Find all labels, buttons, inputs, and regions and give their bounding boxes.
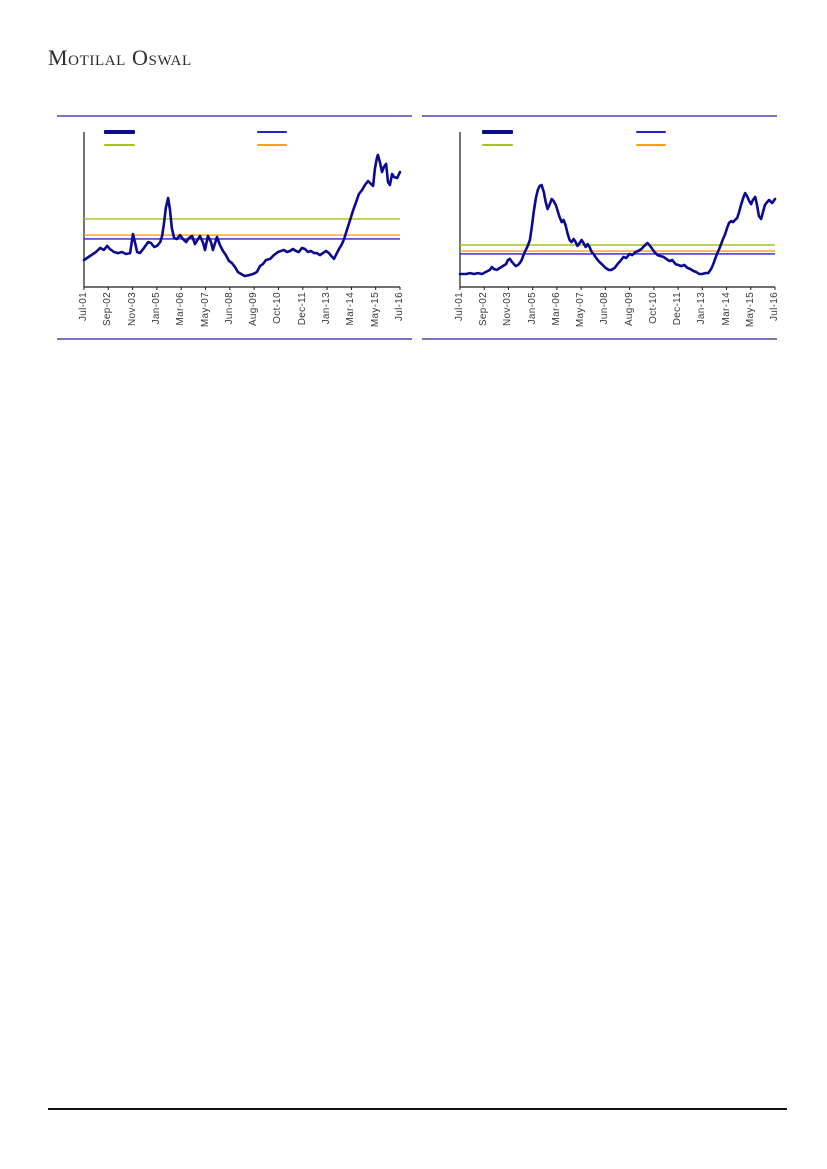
legend-upper-reference-swatch: [104, 144, 135, 146]
x-axis-label: Oct-10: [272, 292, 284, 324]
main-series-line: [458, 183, 777, 276]
x-axis-label: Jan-05: [526, 292, 538, 325]
x-axis-label: May-07: [199, 292, 211, 328]
x-axis-label: Mar-14: [720, 292, 732, 326]
x-axis-label: Sep-02: [102, 292, 114, 327]
x-axis-label: Jan-05: [150, 292, 162, 325]
x-axis-label: Aug-09: [623, 292, 635, 327]
x-axis-label: May-15: [744, 292, 756, 328]
footer-rule: [48, 1108, 787, 1110]
brand-logo: Motilal Oswal: [48, 45, 192, 70]
x-axis-label: Nov-03: [502, 292, 514, 327]
x-axis-label: Oct-10: [647, 292, 659, 324]
x-axis-label: May-15: [369, 292, 381, 328]
legend-upper-reference-swatch: [482, 144, 513, 146]
valuation-chart-right: Jul-01 Sep-02 Nov-03 Jan-05 Mar-06 May-07 Jun-…: [422, 115, 780, 340]
line-plot: [458, 132, 777, 290]
legend-series-swatch: [104, 130, 135, 134]
x-axis-label: Dec-11: [672, 292, 684, 326]
x-axis-label: Sep-02: [478, 292, 490, 327]
x-axis-label: Mar-06: [175, 292, 187, 326]
main-series-line: [82, 153, 402, 278]
x-axis-label: Mar-14: [345, 292, 357, 326]
x-axis-label: May-07: [575, 292, 587, 328]
x-axis-label: Jul-01: [454, 292, 465, 322]
legend-lower-reference-swatch: [636, 131, 666, 133]
legend-mid-reference-swatch: [257, 144, 287, 146]
x-axis-label: Mar-06: [550, 292, 562, 326]
legend-series-swatch: [482, 130, 513, 134]
line-plot: [82, 132, 402, 290]
x-axis-label: Aug-09: [248, 292, 260, 327]
valuation-chart-left: Jul-01 Sep-02 Nov-03 Jan-05 Mar-06 May-07 Jun-…: [57, 115, 412, 340]
x-axis-label: Jun-08: [599, 292, 611, 325]
x-axis-label: Jun-08: [223, 292, 235, 325]
charts-row: Jul-01 Sep-02 Nov-03 Jan-05 Mar-06 May-07 Jun-…: [57, 115, 780, 340]
x-axis-label: Jul-01: [78, 292, 89, 322]
x-axis-label: Dec-11: [296, 292, 308, 326]
x-axis-label: Nov-03: [126, 292, 138, 327]
legend-mid-reference-swatch: [636, 144, 666, 146]
x-axis-label: Jan-13: [321, 292, 333, 325]
x-axis-label: Jul-16: [394, 292, 405, 322]
legend-lower-reference-swatch: [257, 131, 287, 133]
x-axis-label: Jul-16: [769, 292, 780, 322]
x-axis-label: Jan-13: [696, 292, 708, 325]
